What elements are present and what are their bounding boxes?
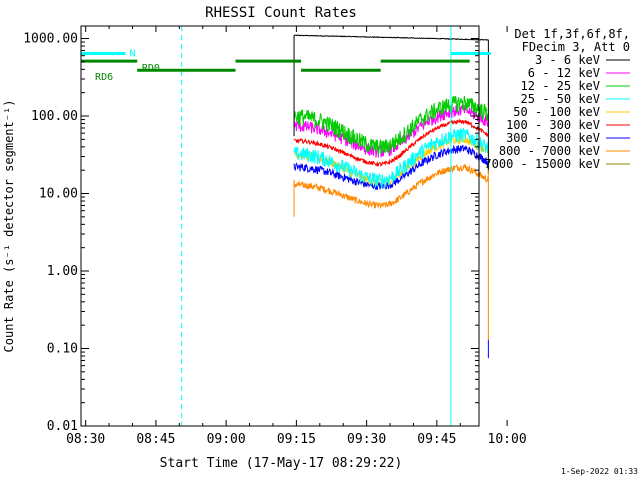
timestamp: 1-Sep-2022 01:33 — [561, 467, 638, 476]
y-tick-label: 0.01 — [47, 419, 78, 434]
x-tick-label: 08:45 — [136, 432, 175, 447]
legend-label: 12 - 25 keV — [521, 79, 600, 93]
legend-label: 7000 - 15000 keV — [484, 157, 600, 171]
y-tick-label: 1000.00 — [23, 32, 78, 47]
x-tick-label: 08:30 — [66, 432, 105, 447]
annotation-layer: N RD0 RD6 — [80, 26, 491, 426]
x-tick-label: 09:00 — [207, 432, 246, 447]
x-tick-label: 10:00 — [488, 432, 527, 447]
legend-label: 100 - 300 keV — [506, 118, 600, 132]
legend-label: 300 - 800 keV — [506, 131, 600, 145]
series-line — [293, 163, 489, 210]
legend-label: 50 - 100 keV — [513, 105, 600, 119]
data-layer — [293, 34, 489, 359]
series-line — [293, 95, 489, 156]
x-axis-label: Start Time (17-May-17 08:29:22) — [160, 456, 403, 471]
y-tick-label: 0.10 — [47, 342, 78, 357]
y-tick-label: 100.00 — [31, 109, 78, 124]
series-line — [293, 127, 489, 189]
x-tick-label: 09:15 — [277, 432, 316, 447]
annotation-label: N — [129, 49, 135, 60]
y-tick-label: 10.00 — [39, 187, 78, 202]
legend-header-line-1: Det 1f,3f,6f,8f, — [514, 27, 630, 41]
x-tick-label: 09:45 — [417, 432, 456, 447]
legend-label: 25 - 50 keV — [521, 92, 600, 106]
legend-label: 800 - 7000 keV — [499, 144, 600, 158]
annotation-label: RD6 — [95, 72, 113, 83]
annotation-label: RD0 — [142, 63, 160, 74]
series-line — [293, 144, 489, 191]
chart-title: RHESSI Count Rates — [205, 5, 357, 21]
plot-frame — [80, 25, 480, 427]
legend-label: 6 - 12 keV — [528, 66, 600, 80]
series-line — [293, 34, 489, 41]
y-tick-label: 1.00 — [47, 264, 78, 279]
series-line — [293, 104, 489, 158]
y-axis-label: Count Rate (s⁻¹ detector segment⁻¹) — [2, 100, 16, 353]
legend-label: 3 - 6 keV — [535, 53, 600, 67]
legend-header-line-2: FDecim 3, Att 0 — [522, 40, 630, 54]
series-line — [293, 118, 489, 168]
x-tick-label: 09:30 — [347, 432, 386, 447]
axis-layer: 08:30 08:45 09:00 09:15 09:30 09:45 10:00 1000.… — [23, 26, 527, 447]
